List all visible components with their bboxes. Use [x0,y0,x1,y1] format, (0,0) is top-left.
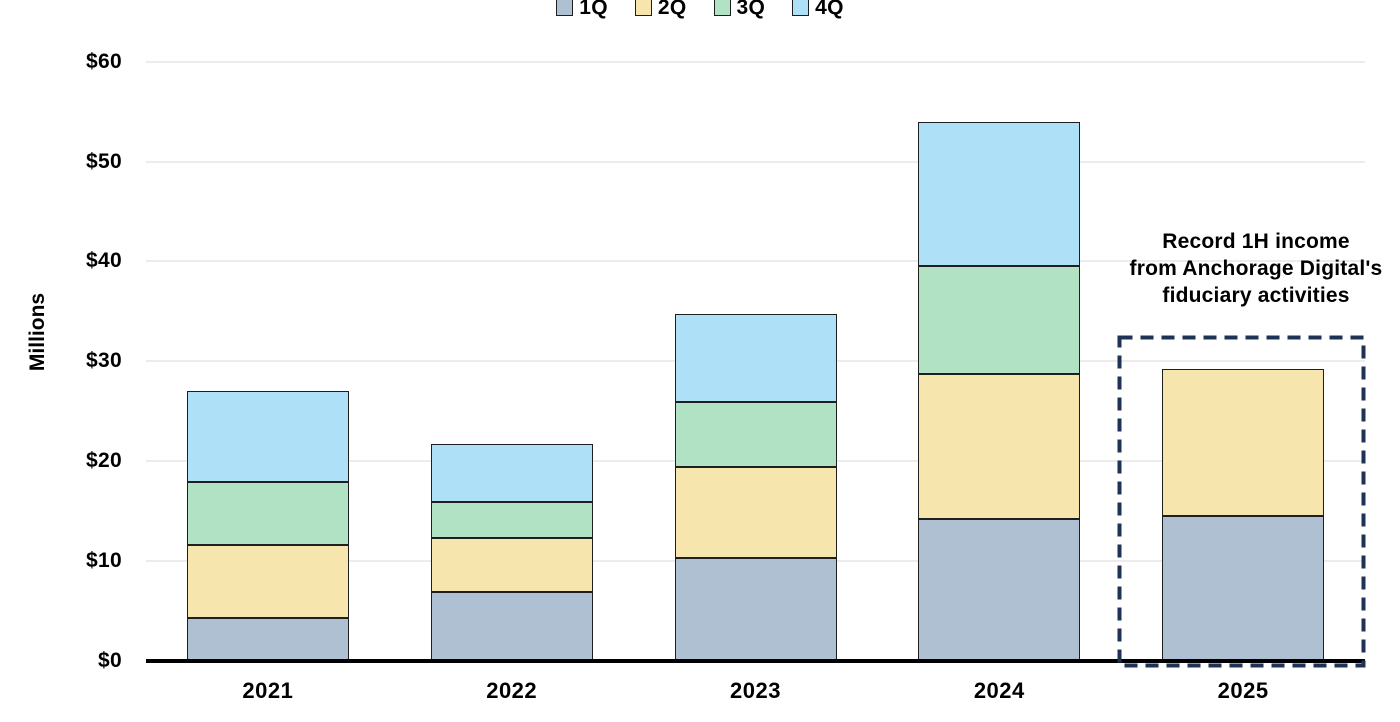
gridline-60 [146,60,1365,63]
bar-segment-2023-2q [674,467,837,559]
bar-segment-2022-2q [430,538,593,593]
bar-segment-2023-3q [674,402,837,468]
y-tick-label-40: $40 [86,249,122,273]
y-tick-label-10: $10 [86,549,122,573]
x-tick-label-2023: 2023 [730,678,781,703]
y-tick-label-20: $20 [86,449,122,473]
annotation-dashed-rect [1117,335,1366,668]
bar-segment-2022-3q [430,502,593,539]
bar-segment-2024-3q [918,266,1081,375]
y-tick-label-30: $30 [86,349,122,373]
legend-label-1q: 1Q [579,0,608,19]
legend-label-2q: 2Q [657,0,687,19]
bar-segment-2023-4q [674,314,837,403]
bar-segment-2024-4q [918,121,1081,267]
y-tick-label-60: $60 [86,49,122,73]
legend-swatch-2q [634,0,652,16]
bar-segment-2021-3q [186,482,349,546]
legend-item-2q: 2Q [634,0,687,19]
annotation-dashed-box [1117,335,1366,668]
bar-segment-2024-1q [918,519,1081,661]
bar-segment-2021-4q [186,391,349,483]
legend-swatch-3q [713,0,731,16]
bar-segment-2025-2q [1162,369,1325,517]
bar-segment-2021-2q [186,545,349,619]
x-tick-label-2022: 2022 [486,678,538,703]
bar-segment-2021-1q [186,618,349,661]
legend-item-1q: 1Q [556,0,608,18]
bar-segment-2024-2q [918,374,1081,520]
y-tick-label-50: $50 [86,149,122,173]
y-tick-label-0: $0 [98,649,122,672]
x-tick-label-2025: 2025 [1217,678,1269,703]
annotation-text: Record 1H income from Anchorage Digital'… [1129,230,1383,307]
bar-segment-2025-1q [1162,516,1325,661]
legend: 1Q 2Q 3Q 4Q [0,0,1400,20]
gridline-50 [146,160,1365,163]
gridline-40 [146,260,1365,263]
legend-label-3q: 3Q [736,0,766,19]
bar-segment-2022-1q [430,592,593,661]
x-tick-label-2021: 2021 [242,678,294,703]
legend-swatch-1q [556,0,574,16]
bar-segment-2023-1q [674,558,837,661]
bar-segment-2022-4q [430,444,593,503]
x-axis-line [146,659,1365,663]
legend-item-3q: 3Q [713,0,766,19]
y-axis-title: Millions [26,292,49,372]
x-tick-label-2024: 2024 [973,678,1025,703]
legend-item-4q: 4Q [792,0,844,18]
legend-swatch-4q [792,0,810,16]
legend-label-4q: 4Q [815,0,844,19]
